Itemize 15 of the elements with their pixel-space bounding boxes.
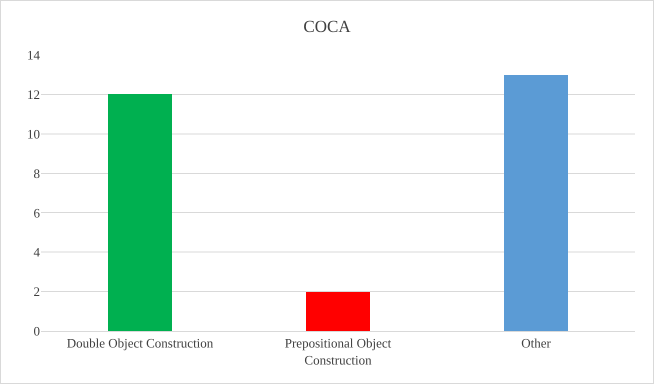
y-tick-label: 4 [34, 244, 40, 260]
x-tick-label: Prepositional Object Construction [284, 336, 392, 368]
bar [108, 94, 172, 331]
bar [306, 292, 370, 331]
chart-title: COCA [303, 17, 352, 36]
y-tick-label: 2 [34, 284, 40, 300]
y-tick-label: 10 [27, 126, 40, 142]
x-tick-label: Other [521, 336, 552, 351]
y-tick-label: 6 [34, 205, 40, 220]
bar [504, 75, 568, 331]
y-tick-label: 0 [34, 324, 40, 339]
y-tick-label: 14 [27, 48, 40, 63]
y-tick-label: 12 [27, 86, 40, 102]
y-tick-label: 8 [34, 166, 40, 181]
x-tick-label: Double Object Construction [66, 336, 214, 351]
